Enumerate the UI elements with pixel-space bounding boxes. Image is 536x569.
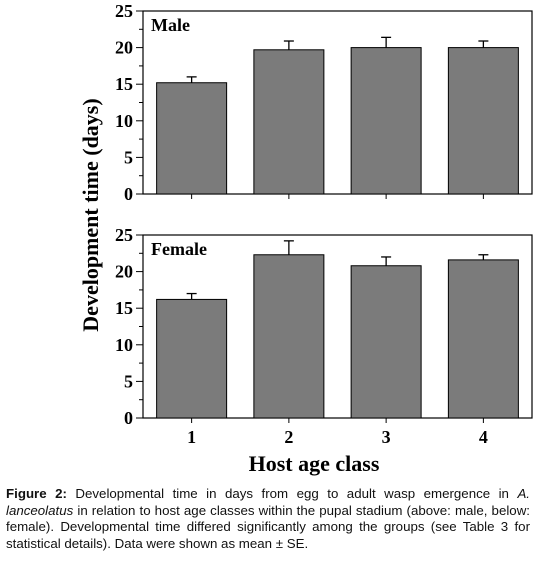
bar xyxy=(447,259,519,419)
y-tick-label: 15 xyxy=(115,74,133,94)
y-tick-label: 0 xyxy=(124,408,133,428)
y-tick-label: 5 xyxy=(124,147,133,167)
y-tick-label: 20 xyxy=(115,38,133,58)
bar xyxy=(447,47,519,195)
figure-caption: Figure 2: Developmental time in days fro… xyxy=(6,486,530,552)
x-tick-label: 2 xyxy=(284,427,293,447)
y-tick-label: 15 xyxy=(115,298,133,318)
x-tick-label: 1 xyxy=(187,427,196,447)
bar xyxy=(253,254,325,419)
female-panel: 0 5 10 15 20 25 Female 1 2 3 4 xyxy=(115,225,533,447)
species-name: A. lanceolatus xyxy=(6,486,531,518)
caption-text-start: Developmental time in days from egg to a… xyxy=(66,486,518,501)
y-tick-label: 25 xyxy=(115,1,133,21)
male-panel: 0 5 10 15 20 25 Male xyxy=(115,1,533,204)
panel-label: Female xyxy=(151,239,207,259)
figure-label: Figure 2: xyxy=(6,486,67,501)
bar xyxy=(350,265,422,419)
bar xyxy=(350,47,422,195)
caption-text-end: in relation to host age classes within t… xyxy=(6,502,530,551)
bar xyxy=(156,298,228,419)
y-tick-label: 10 xyxy=(115,111,133,131)
x-tick-label: 3 xyxy=(382,427,391,447)
y-tick-label: 20 xyxy=(115,262,133,282)
x-tick-label: 4 xyxy=(479,427,488,447)
y-axis-title: Development time (days) xyxy=(78,98,103,331)
y-tick-label: 25 xyxy=(115,225,133,245)
y-tick-label: 10 xyxy=(115,335,133,355)
panel-label: Male xyxy=(151,15,190,35)
figure-chart: 0 5 10 15 20 25 Male 0 5 10 15 20 25 Female 1 2 3 4 Deve… xyxy=(78,1,533,476)
y-tick-label: 0 xyxy=(124,184,133,204)
bar xyxy=(156,82,228,195)
x-axis-title: Host age class xyxy=(249,451,380,476)
y-tick-label: 5 xyxy=(124,371,133,391)
bar xyxy=(253,49,325,195)
